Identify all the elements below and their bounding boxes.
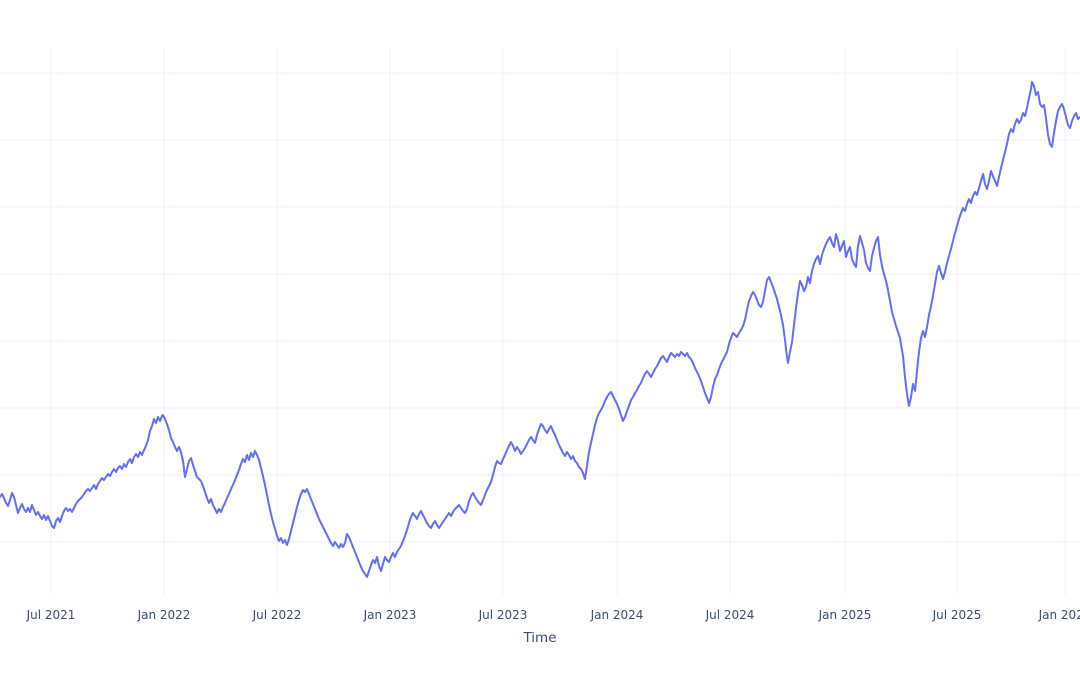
x-tick-label: Jan 2022 (137, 608, 191, 622)
x-axis-tick-labels: Jul 2021 Jan 2022 Jul 2022 Jan 2023 Jul 2023… (26, 608, 1080, 622)
x-tick-label: Jan 2023 (363, 608, 417, 622)
x-axis-title: Time (522, 630, 556, 646)
x-tick-label: Jul 2023 (478, 608, 528, 622)
x-tick-label: Jul 2025 (932, 608, 982, 622)
x-tick-label: Jul 2021 (26, 608, 76, 622)
x-tick-label: Jan 2024 (590, 608, 644, 622)
vertical-grid-lines (50, 48, 1066, 595)
x-tick-label: Jan 2026 (1038, 608, 1080, 622)
x-tick-label: Jul 2022 (252, 608, 302, 622)
horizontal-grid-lines (0, 72, 1080, 543)
series-line[interactable] (0, 81, 1080, 578)
x-tick-label: Jan 2025 (818, 608, 872, 622)
x-tick-label: Jul 2024 (705, 608, 755, 622)
